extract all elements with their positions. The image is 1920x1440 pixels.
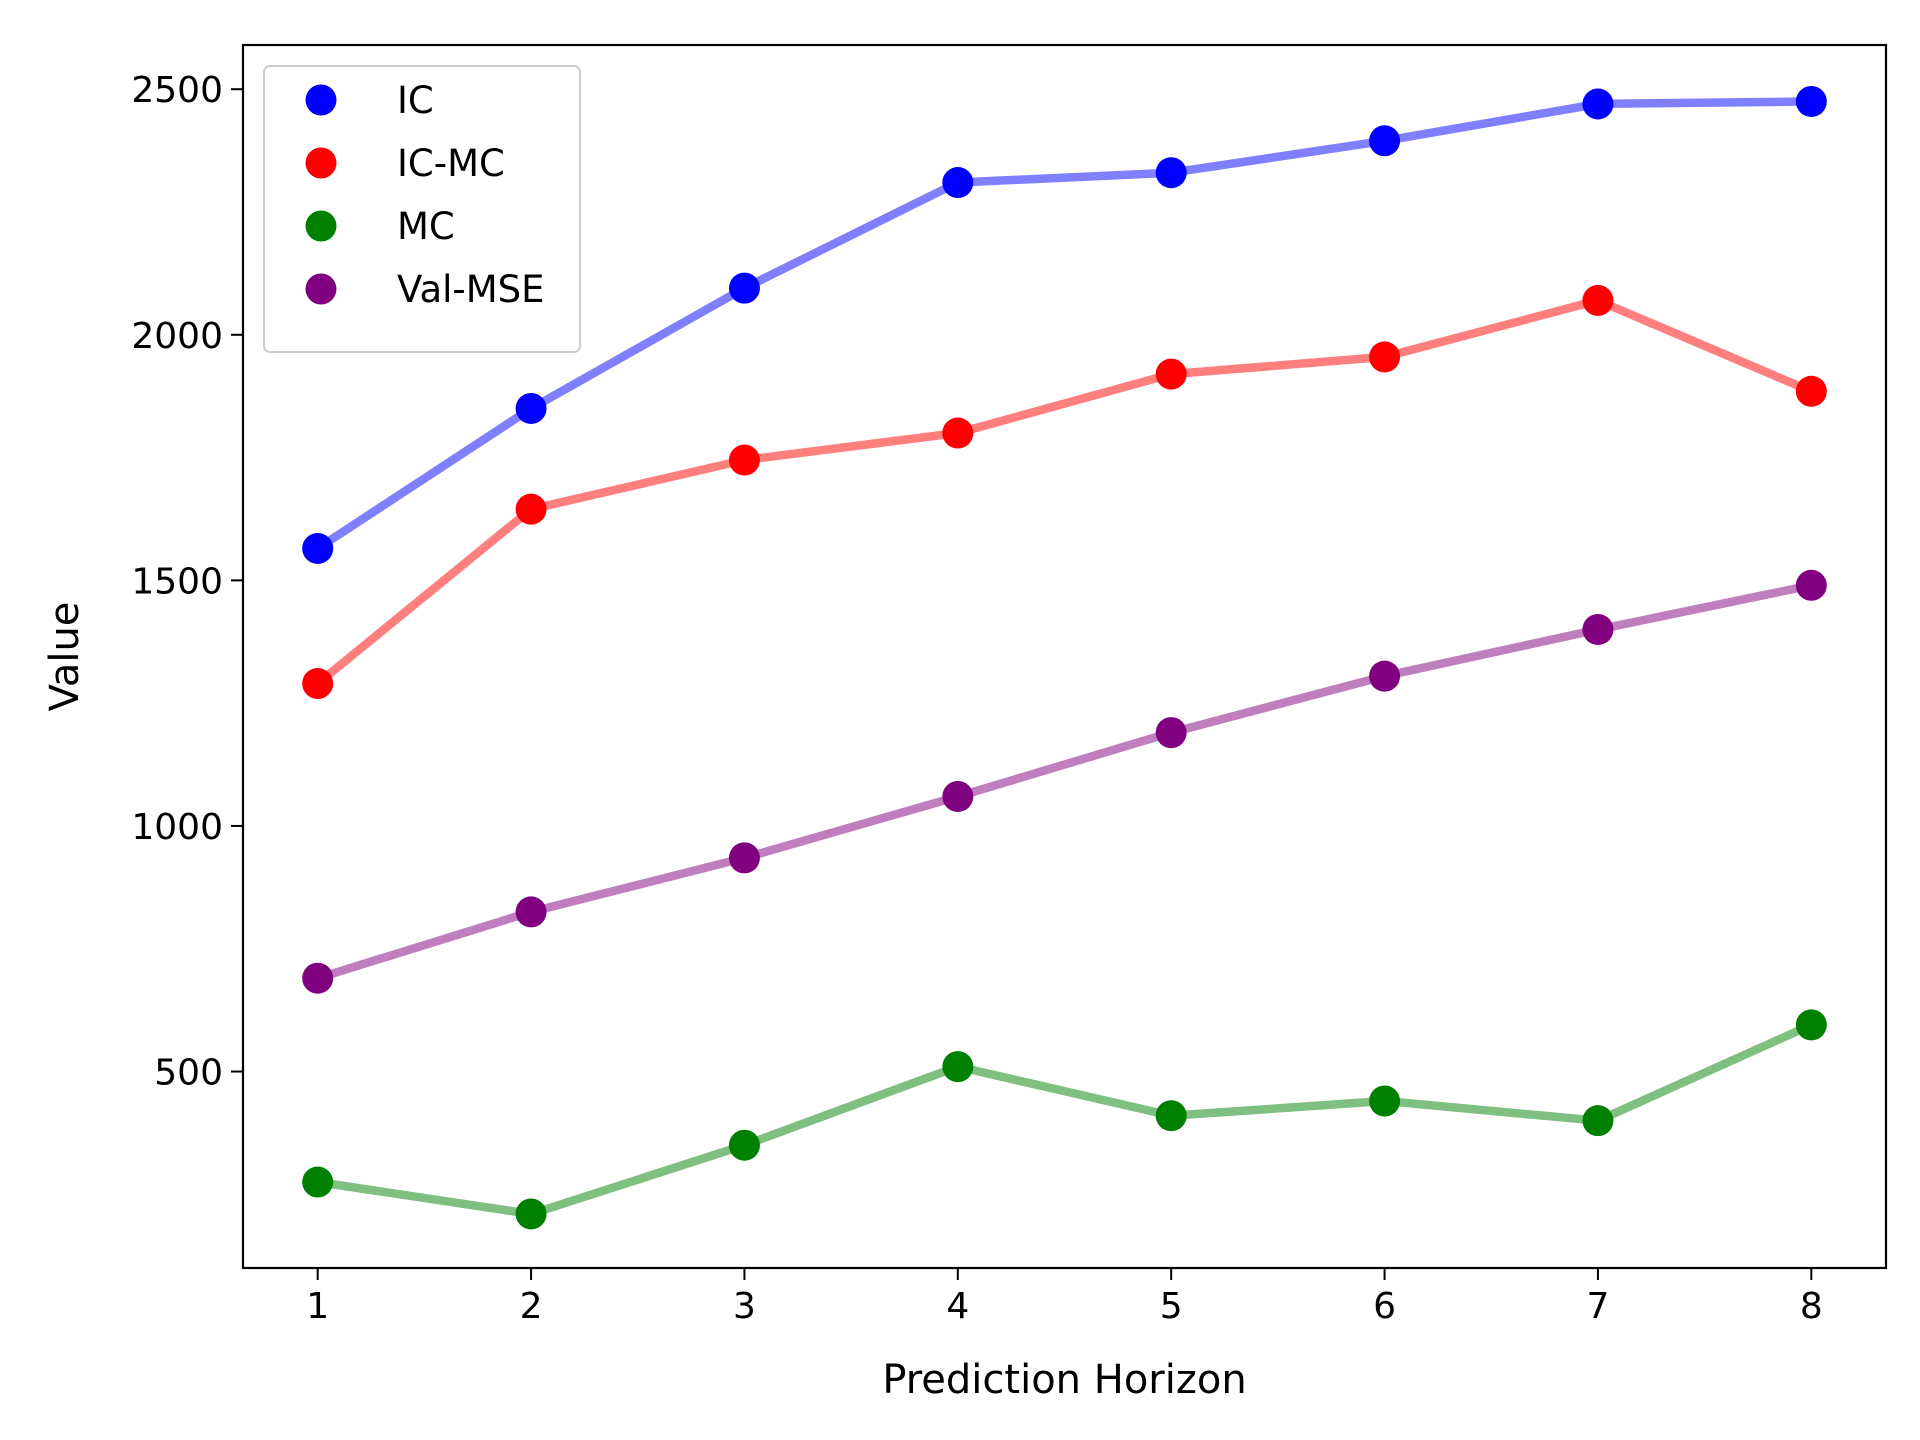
data-point-mc (942, 1051, 974, 1083)
legend-box (263, 65, 581, 353)
data-point-ic (942, 167, 974, 199)
y-axis-label: Value (42, 602, 88, 712)
data-point-ic-mc (1369, 341, 1401, 373)
x-tick-label: 5 (1160, 1286, 1183, 1327)
legend-marker (305, 210, 337, 242)
legend-label: MC (397, 205, 455, 248)
data-point-mc (302, 1166, 334, 1198)
plot-area (302, 85, 1827, 1230)
legend-label: IC (397, 79, 434, 122)
series-line-val-mse (316, 581, 1813, 983)
data-point-mc (515, 1198, 547, 1230)
legend: IC IC-MC MC Val-MSE (263, 65, 581, 353)
y-tick-label: 2000 (131, 316, 223, 357)
data-point-val-mse (1369, 660, 1401, 692)
data-point-ic-mc (302, 668, 334, 700)
data-point-ic (1155, 157, 1187, 189)
x-axis-label: Prediction Horizon (882, 1357, 1246, 1403)
y-axis: 500 1000 1500 2000 2500 (131, 70, 243, 1094)
series-line-ic (315, 97, 1812, 552)
data-point-mc (1155, 1100, 1187, 1132)
series-line-ic-mc (315, 296, 1813, 687)
data-point-val-mse (1155, 717, 1187, 749)
y-tick-label: 1500 (131, 561, 223, 602)
x-tick-label: 2 (520, 1286, 543, 1327)
legend-marker (305, 147, 337, 179)
x-tick-label: 3 (733, 1286, 756, 1327)
legend-label: Val-MSE (397, 268, 545, 311)
data-point-val-mse (515, 896, 547, 928)
legend-marker (305, 273, 337, 305)
data-point-val-mse (942, 780, 974, 812)
data-point-ic-mc (1582, 284, 1614, 316)
y-tick-label: 1000 (131, 807, 223, 848)
data-point-val-mse (1582, 613, 1614, 645)
data-point-ic (1369, 125, 1401, 157)
data-point-mc (1369, 1085, 1401, 1117)
x-tick-label: 8 (1800, 1286, 1823, 1327)
y-tick-label: 2500 (131, 70, 223, 111)
x-axis: 1 2 3 4 5 6 7 8 (306, 1268, 1823, 1327)
x-tick-label: 1 (306, 1286, 329, 1327)
data-point-ic-mc (942, 417, 974, 449)
data-point-ic (515, 392, 547, 424)
legend-label: IC-MC (397, 142, 505, 185)
data-point-ic (728, 272, 760, 304)
legend-marker (305, 84, 337, 116)
y-tick-label: 500 (154, 1053, 223, 1094)
data-point-val-mse (302, 962, 334, 994)
x-tick-label: 6 (1373, 1286, 1396, 1327)
x-tick-label: 7 (1586, 1286, 1609, 1327)
data-point-ic-mc (515, 493, 547, 525)
data-point-ic-mc (1155, 358, 1187, 390)
data-point-mc (1582, 1105, 1614, 1137)
data-point-mc (1795, 1009, 1827, 1041)
series-line-mc (317, 1021, 1814, 1219)
data-point-val-mse (1795, 569, 1827, 601)
axes-frame (241, 43, 1888, 1270)
data-point-ic (302, 532, 334, 564)
x-tick-label: 4 (946, 1286, 969, 1327)
data-point-ic (1795, 85, 1827, 117)
data-point-ic (1582, 88, 1614, 120)
data-point-ic-mc (728, 444, 760, 476)
data-point-mc (728, 1129, 760, 1161)
data-point-ic-mc (1795, 375, 1827, 407)
data-point-val-mse (728, 842, 760, 874)
